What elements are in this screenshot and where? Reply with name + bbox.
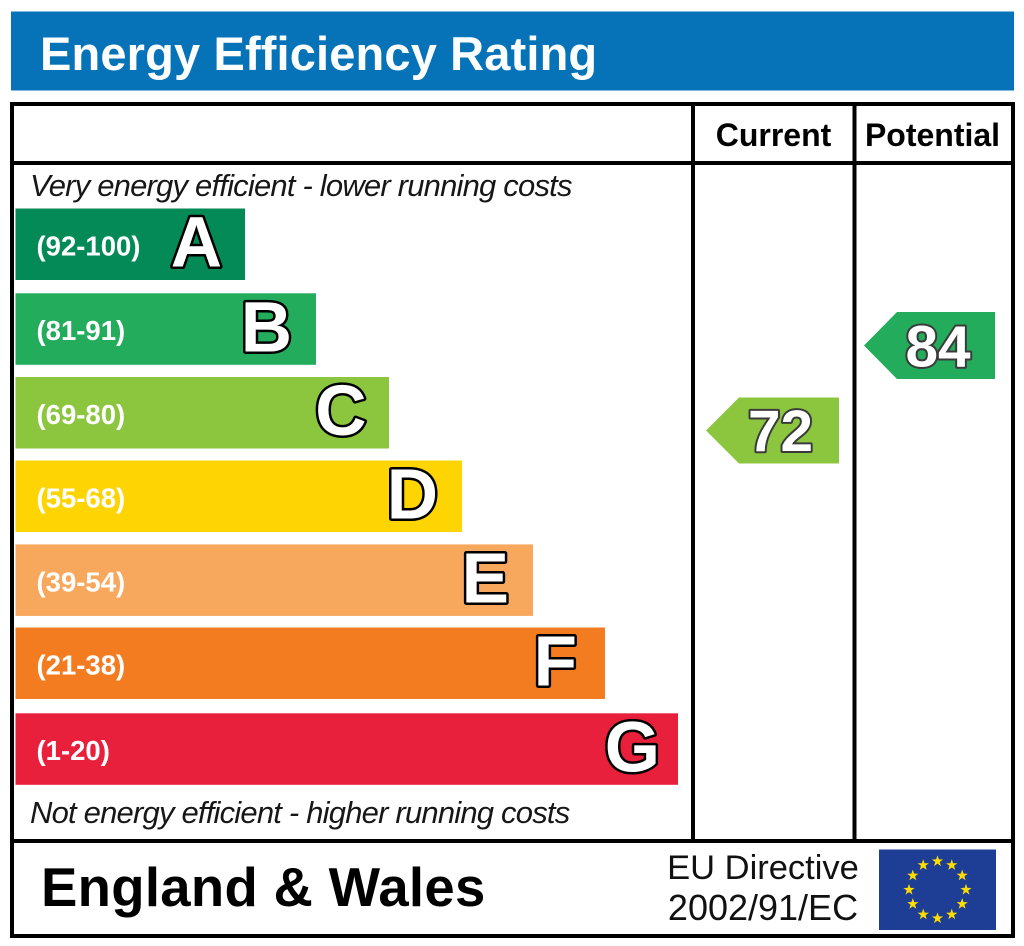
svg-text:84: 84 [905, 315, 971, 380]
svg-text:Energy Efficiency Rating: Energy Efficiency Rating [40, 27, 597, 80]
svg-text:F: F [534, 623, 577, 702]
svg-text:England & Wales: England & Wales [41, 857, 486, 918]
svg-text:72: 72 [748, 399, 813, 464]
svg-text:Not energy efficient - higher: Not energy efficient - higher running co… [30, 795, 570, 830]
svg-text:(21-38): (21-38) [37, 650, 126, 681]
svg-text:EU Directive: EU Directive [667, 849, 859, 887]
svg-text:(69-80): (69-80) [37, 399, 126, 430]
svg-text:(92-100): (92-100) [37, 230, 141, 261]
svg-text:(55-68): (55-68) [37, 482, 126, 513]
svg-text:B: B [241, 288, 292, 367]
svg-text:2002/91/EC: 2002/91/EC [668, 887, 858, 928]
svg-text:E: E [462, 539, 509, 618]
svg-text:A: A [171, 204, 222, 283]
svg-text:D: D [387, 456, 438, 535]
svg-text:(39-54): (39-54) [37, 566, 126, 597]
svg-text:Very energy efficient - lower: Very energy efficient - lower running co… [30, 168, 572, 203]
svg-text:(81-91): (81-91) [37, 315, 126, 346]
svg-text:Current: Current [716, 117, 832, 153]
svg-text:Potential: Potential [865, 117, 1000, 153]
svg-text:C: C [315, 372, 366, 451]
svg-text:(1-20): (1-20) [37, 735, 110, 766]
svg-text:G: G [605, 708, 660, 787]
